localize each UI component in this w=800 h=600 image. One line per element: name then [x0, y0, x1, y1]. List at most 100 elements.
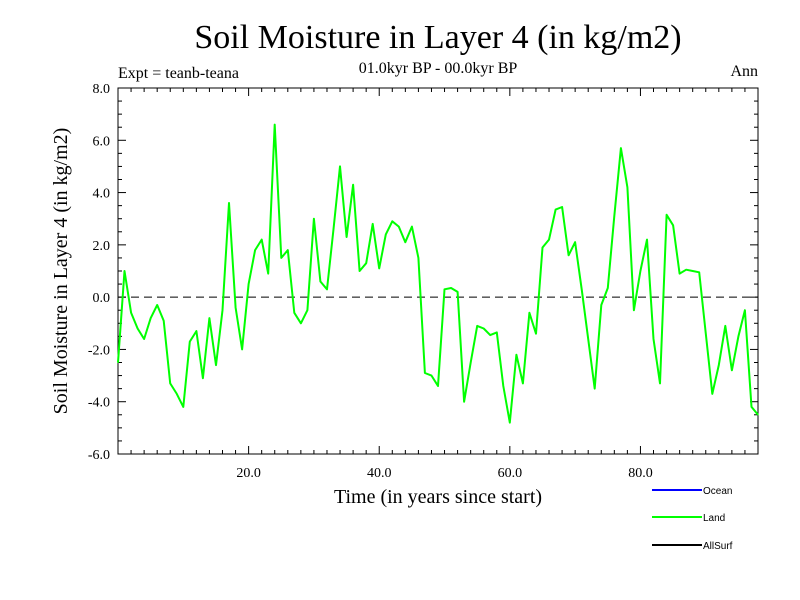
data-point-land	[600, 304, 602, 306]
data-point-land	[685, 269, 687, 271]
data-point-land	[143, 338, 145, 340]
data-point-land	[319, 280, 322, 283]
data-point-land	[607, 287, 609, 289]
legend-label-land: Land	[703, 513, 725, 524]
data-point-land	[424, 372, 426, 374]
data-point-land	[313, 218, 315, 220]
x-axis-label: Time (in years since start)	[334, 486, 542, 508]
data-point-land	[365, 262, 367, 264]
data-point-land	[359, 270, 361, 272]
data-point-land	[561, 206, 563, 208]
data-point-land	[633, 309, 635, 311]
data-point-land	[411, 225, 413, 228]
data-point-land	[581, 288, 583, 290]
data-point-land	[665, 214, 668, 216]
x-tick-label: 60.0	[498, 466, 523, 481]
data-point-land	[737, 335, 740, 337]
data-point-land	[332, 228, 335, 230]
data-point-land	[254, 249, 256, 251]
data-point-land	[496, 331, 498, 334]
data-point-land	[646, 239, 648, 241]
data-point-land	[679, 273, 681, 275]
x-axis: 20.0 40.0 60.0 80.0	[130, 88, 746, 481]
data-point-land	[620, 147, 622, 149]
data-point-land	[391, 220, 393, 222]
data-point-land	[202, 377, 204, 379]
data-point-land	[300, 322, 302, 324]
data-point-land	[176, 393, 178, 395]
data-point-land	[613, 215, 615, 217]
chart-title: Soil Moisture in Layer 4 (in kg/m2)	[194, 19, 681, 56]
data-point-land	[711, 393, 713, 395]
data-point-land	[594, 388, 596, 390]
y-axis: -6.0 -4.0 -2.0 0.0 2.0 4.0 6.0 8.0	[88, 82, 758, 463]
data-point-land	[522, 382, 524, 385]
data-point-land	[306, 309, 308, 311]
y-tick-label: 0.0	[93, 291, 111, 306]
data-point-land	[463, 401, 465, 403]
data-point-land	[345, 236, 348, 238]
data-point-land	[248, 283, 250, 285]
x-tick-label: 80.0	[628, 466, 653, 481]
data-point-land	[574, 241, 576, 243]
legend: Ocean Land AllSurf	[652, 486, 733, 552]
data-point-land	[404, 241, 406, 243]
data-point-land	[163, 320, 165, 322]
series-line-land	[117, 123, 759, 424]
y-tick-label: -4.0	[88, 396, 110, 411]
data-point-land	[476, 325, 478, 327]
data-point-land	[385, 233, 387, 235]
data-point-land	[267, 273, 269, 275]
y-axis-label: Soil Moisture in Layer 4 (in kg/m2)	[50, 128, 72, 415]
data-point-land	[261, 239, 263, 241]
data-point-land	[274, 124, 276, 126]
chart-subtitle: 01.0kyr BP - 00.0kyr BP	[359, 60, 518, 77]
data-point-land	[626, 186, 628, 188]
data-point-land	[169, 382, 171, 385]
legend-label-ocean: Ocean	[703, 486, 732, 497]
data-point-land	[456, 291, 459, 293]
data-point-land	[587, 338, 589, 340]
data-point-land	[372, 223, 374, 225]
data-point-land	[541, 246, 544, 249]
data-point-land	[228, 202, 230, 204]
data-point-land	[652, 338, 655, 340]
data-point-land	[398, 225, 400, 228]
data-point-land	[287, 249, 289, 251]
data-point-land	[535, 333, 537, 335]
data-point-land	[117, 361, 119, 364]
y-tick-label: -2.0	[88, 343, 110, 358]
data-point-land	[241, 348, 243, 351]
data-point-land	[450, 287, 452, 289]
data-point-land	[515, 354, 517, 356]
y-tick-label: 4.0	[93, 187, 111, 202]
legend-label-allsurf: AllSurf	[703, 541, 733, 552]
data-point-land	[326, 288, 328, 290]
data-point-land	[568, 254, 570, 256]
data-point-land	[750, 406, 753, 408]
data-point-land	[483, 327, 485, 330]
data-point-land	[417, 257, 420, 259]
data-point-land	[215, 364, 217, 366]
data-point-land	[502, 385, 504, 387]
data-point-land	[430, 374, 433, 377]
data-point-land	[672, 224, 674, 226]
data-point-land	[548, 239, 550, 241]
data-point-land	[554, 208, 557, 211]
data-point-land	[509, 422, 511, 424]
season-label: Ann	[730, 63, 758, 80]
plot-frame	[117, 87, 759, 455]
data-point-land	[659, 382, 661, 385]
data-point-land	[150, 317, 152, 319]
data-point-land	[221, 309, 224, 311]
y-tick-label: -6.0	[88, 448, 110, 463]
data-point-land	[489, 334, 491, 336]
data-point-land	[378, 267, 380, 269]
data-point-land	[757, 414, 759, 416]
data-point-land	[731, 369, 733, 371]
data-point-land	[705, 333, 707, 335]
data-point-land	[156, 304, 158, 306]
data-point-land	[189, 340, 191, 343]
data-point-land	[724, 325, 726, 327]
